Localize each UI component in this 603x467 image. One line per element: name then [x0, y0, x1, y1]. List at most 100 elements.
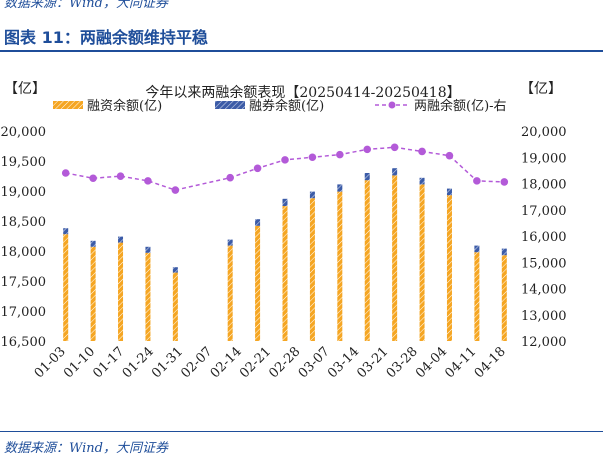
financing-bar: [145, 252, 151, 341]
left-tick-label: 19,000: [1, 185, 47, 200]
securities-bar: [392, 168, 398, 176]
left-tick-label: 16,500: [1, 335, 47, 350]
x-tick-label: 01-24: [120, 344, 157, 381]
legend-label-securities: 融券余额(亿): [249, 98, 324, 114]
financing-bar: [446, 195, 452, 341]
legend-label-financing: 融资余额(亿): [87, 98, 162, 114]
right-tick-label: 20,000: [521, 125, 567, 140]
left-tick-label: 17,000: [1, 305, 47, 320]
financing-bar: [255, 225, 261, 341]
right-tick-label: 15,000: [521, 256, 567, 271]
margin-total-point: [445, 151, 454, 160]
financing-bar: [309, 198, 315, 341]
left-tick-label: 18,500: [1, 215, 47, 230]
x-tick-label: 03-07: [296, 344, 333, 381]
financing-bar: [364, 180, 370, 341]
footer-rule: [0, 431, 603, 432]
right-tick-label: 16,000: [521, 230, 567, 245]
financing-bar: [63, 234, 69, 341]
financing-bar: [118, 242, 124, 341]
left-tick-label: 17,500: [1, 275, 47, 290]
top-source-note: 数据来源：Wind，大同证券: [4, 0, 168, 11]
financing-bar: [419, 184, 425, 341]
securities-bar: [419, 177, 425, 185]
title-rule: [0, 50, 603, 52]
securities-bar: [282, 198, 288, 206]
securities-bar: [337, 184, 343, 192]
margin-total-point: [418, 147, 426, 156]
margin-total-point: [116, 172, 125, 180]
margin-total-line: [65, 146, 505, 191]
financing-bar: [337, 191, 343, 341]
securities-bar: [227, 239, 233, 246]
line-series: [61, 143, 509, 194]
margin-total-point: [144, 177, 152, 185]
right-tick-label: 14,000: [521, 283, 567, 298]
right-tick-label: 19,000: [521, 151, 567, 166]
financing-bar: [282, 206, 288, 341]
bottom-source-note: 数据来源：Wind，大同证券: [4, 441, 168, 456]
securities-bar: [446, 188, 452, 196]
securities-bar: [474, 245, 480, 253]
figure-title: 图表 11：两融余额维持平稳: [4, 28, 208, 47]
x-tick-label: 03-28: [384, 344, 421, 381]
securities-bar: [118, 236, 124, 243]
legend-swatch-financing: [53, 101, 83, 109]
margin-total-point: [473, 177, 481, 185]
margin-total-point: [336, 150, 344, 159]
left-tick-label: 20,000: [1, 125, 47, 140]
right-tick-label: 18,000: [521, 178, 567, 193]
margin-total-point: [308, 153, 317, 162]
left-axis-unit: 【亿】: [4, 81, 46, 97]
right-tick-label: 17,000: [521, 204, 567, 219]
right-tick-label: 13,000: [521, 309, 567, 324]
financing-bar: [501, 255, 507, 341]
right-tick-label: 12,000: [521, 335, 567, 350]
securities-bar: [172, 267, 178, 273]
chart-title: 今年以来两融余额表现【20250414-20250418】: [145, 84, 460, 101]
legend-label-line: 两融余额(亿)-右: [414, 98, 507, 114]
x-tick-label: 01-31: [149, 344, 186, 381]
x-tick-label: 01-10: [61, 344, 98, 381]
margin-total-point: [61, 169, 70, 177]
margin-total-point: [226, 173, 234, 182]
legend: 融资余额(亿) 融券余额(亿) 两融余额(亿)-右: [53, 98, 507, 114]
securities-bar: [501, 248, 507, 256]
left-tick-label: 19,500: [1, 155, 47, 170]
x-tick-label: 04-11: [442, 344, 479, 381]
margin-total-point: [390, 143, 399, 152]
securities-bar: [145, 246, 151, 253]
x-tick-label: 02-07: [178, 344, 215, 381]
x-tick-label: 04-18: [472, 344, 509, 381]
margin-total-point: [171, 186, 180, 194]
right-axis: 12,000 13,000 14,000 15,000 16,000 17,000 18,0…: [521, 125, 567, 350]
x-tick-label: 03-21: [354, 344, 391, 381]
x-tick-label: 04-04: [413, 344, 450, 381]
left-tick-label: 18,000: [1, 245, 47, 260]
securities-bar: [309, 191, 315, 199]
x-tick-label: 02-14: [208, 344, 245, 381]
x-tick-label: 02-21: [237, 344, 274, 381]
financing-bar: [392, 175, 398, 341]
financing-bar: [227, 245, 233, 341]
securities-bar: [63, 228, 69, 235]
x-tick-label: 03-14: [325, 344, 362, 381]
x-tick-label: 01-17: [90, 344, 127, 381]
securities-bar: [255, 219, 261, 226]
financing-bar: [474, 252, 480, 341]
legend-swatch-securities: [215, 101, 245, 109]
margin-total-point: [89, 174, 97, 183]
right-axis-unit: 【亿】: [520, 81, 562, 97]
x-axis: 01-0301-1001-1701-2401-3102-0702-1402-21…: [32, 344, 509, 381]
bar-series: [63, 168, 507, 341]
x-tick-label: 02-28: [266, 344, 303, 381]
margin-total-point: [500, 178, 509, 186]
financing-bar: [172, 272, 178, 341]
legend-marker-line: [388, 101, 396, 109]
margin-total-point: [253, 164, 262, 173]
securities-bar: [90, 240, 96, 247]
margin-total-point: [363, 145, 372, 154]
financing-bar: [90, 246, 96, 341]
margin-total-point: [281, 156, 289, 164]
